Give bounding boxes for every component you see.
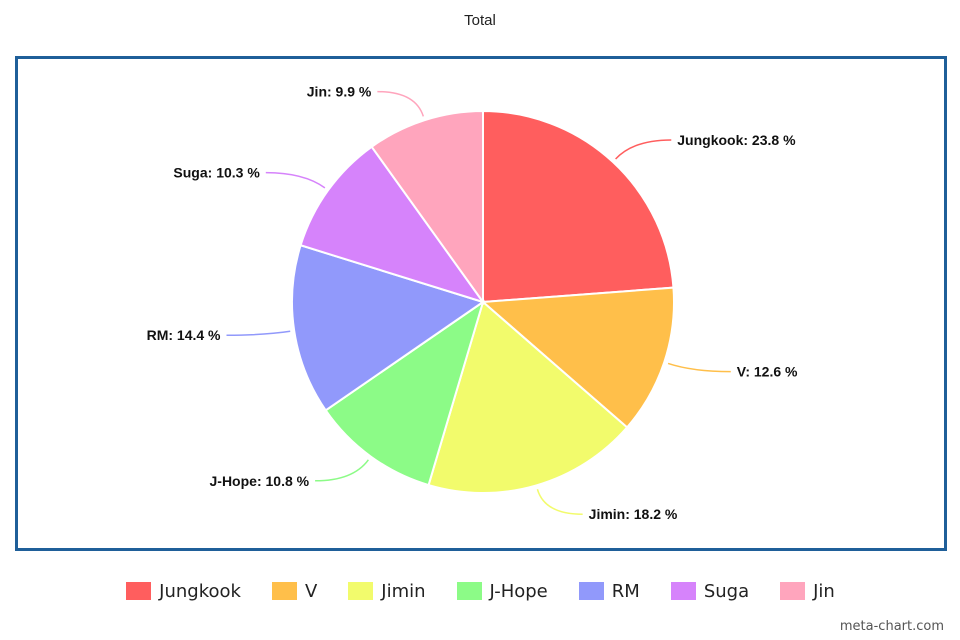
legend-label-j-hope: J-Hope: [489, 580, 548, 602]
slice-label-jimin: Jimin: 18.2 %: [589, 506, 678, 522]
leader-line-suga: [265, 171, 326, 189]
legend-label-jungkook: Jungkook: [159, 580, 241, 602]
legend-label-rm: RM: [611, 580, 640, 602]
legend-item-v[interactable]: V: [271, 580, 318, 602]
leader-line-jin: [377, 90, 425, 117]
pie-slice-jimin[interactable]: [427, 300, 629, 494]
legend-swatch-jungkook: [126, 582, 152, 600]
legend-label-jin: Jin: [813, 580, 835, 602]
leader-line-jimin: [536, 489, 583, 515]
legend-swatch-j-hope: [456, 582, 482, 600]
pie-slice-jin[interactable]: [370, 109, 484, 306]
pie-chart: Jungkook: 23.8 % V: 12.6 % Jimin: 18.2 % J-…: [147, 84, 798, 523]
slice-label-rm: RM: 14.4 %: [147, 327, 221, 343]
legend-item-rm[interactable]: RM: [578, 580, 640, 602]
leader-line-jungkook: [615, 139, 672, 160]
pie-slice-rm[interactable]: [291, 244, 486, 412]
chart-legend: Jungkook V Jimin J-Hope RM Suga Jin: [0, 576, 960, 606]
legend-swatch-suga: [670, 582, 696, 600]
pie-slice-v[interactable]: [480, 286, 675, 429]
pie-slice-suga[interactable]: [299, 145, 486, 304]
chart-title: Total: [464, 12, 496, 29]
pie-slice-j-hope[interactable]: [324, 299, 485, 487]
slice-label-suga: Suga: 10.3 %: [173, 165, 260, 181]
leader-line-v: [667, 362, 731, 373]
slice-label-v: V: 12.6 %: [737, 364, 798, 380]
legend-swatch-v: [271, 582, 297, 600]
legend-item-suga[interactable]: Suga: [670, 580, 750, 602]
legend-swatch-jimin: [348, 582, 374, 600]
legend-swatch-rm: [578, 582, 604, 600]
legend-item-j-hope[interactable]: J-Hope: [456, 580, 548, 602]
watermark: meta-chart.com: [839, 619, 944, 634]
legend-swatch-jin: [780, 582, 806, 600]
slice-label-j-hope: J-Hope: 10.8 %: [210, 473, 310, 489]
chart-frame: Jungkook: 23.8 % V: 12.6 % Jimin: 18.2 % J-…: [15, 56, 947, 551]
legend-label-v: V: [304, 580, 318, 602]
legend-label-jimin: Jimin: [381, 580, 426, 602]
slice-label-jungkook: Jungkook: 23.8 %: [677, 132, 796, 148]
leader-line-j-hope: [315, 459, 369, 482]
legend-label-suga: Suga: [703, 580, 750, 602]
leader-line-rm: [226, 330, 291, 336]
slice-label-jin: Jin: 9.9 %: [307, 84, 372, 100]
legend-item-jungkook[interactable]: Jungkook: [126, 581, 241, 602]
pie-slice-jungkook[interactable]: [482, 109, 675, 304]
legend-item-jimin[interactable]: Jimin: [348, 580, 426, 602]
legend-item-jin[interactable]: Jin: [780, 581, 835, 602]
